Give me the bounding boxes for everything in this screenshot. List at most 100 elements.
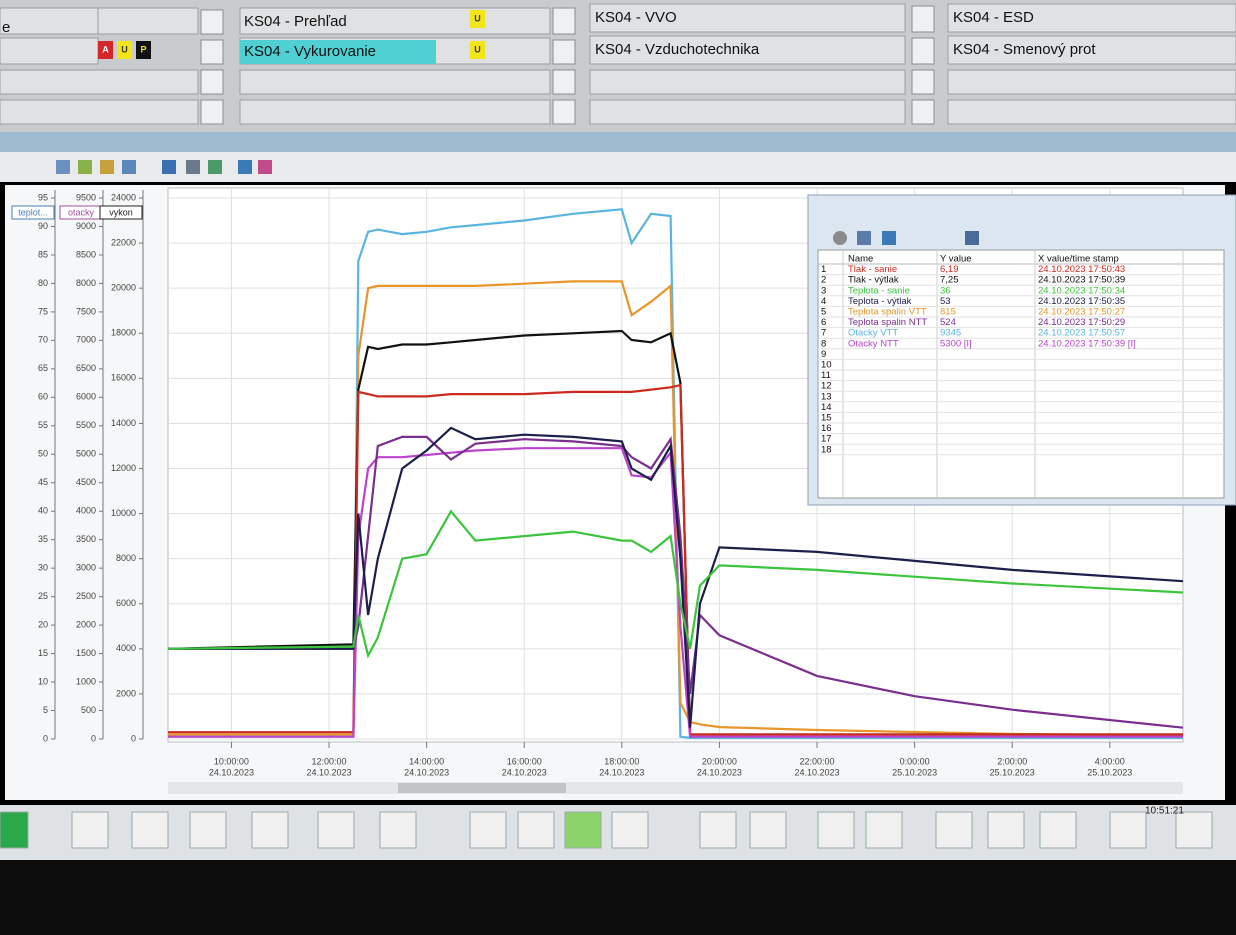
y-tick-label: 12000 — [111, 463, 136, 473]
y-tick-label: 6000 — [76, 392, 96, 402]
column-header: Name — [848, 254, 873, 265]
y-tick-label: 55 — [38, 420, 48, 430]
y-tick-label: 25 — [38, 591, 48, 601]
status-badge-label: U — [474, 13, 481, 23]
y-tick-label: 90 — [38, 221, 48, 231]
status-badge-label: P — [140, 44, 146, 54]
table-cell: 24.10.2023 17:50:43 — [1038, 264, 1125, 275]
y-tick-label: 8500 — [76, 249, 96, 259]
y-tick-label: 4500 — [76, 477, 96, 487]
table-cell: Otacky NTT — [848, 338, 899, 349]
y-tick-label: 80 — [38, 278, 48, 288]
table-cell: 2 — [821, 275, 826, 286]
table-cell: 18 — [821, 444, 832, 455]
monitor-bezel — [0, 860, 1236, 935]
y-tick-label: 95 — [38, 192, 48, 202]
table-cell: 36 — [940, 285, 951, 296]
y-tick-label: 16000 — [111, 373, 136, 383]
table-cell: 16 — [821, 423, 832, 434]
table-cell: Teplota spalin NTT — [848, 317, 927, 328]
y-tick-label: 30 — [38, 563, 48, 573]
x-tick-label: 20:00:00 — [702, 756, 737, 766]
y-tick-label: 10 — [38, 676, 48, 686]
y-tick-label: 45 — [38, 477, 48, 487]
table-cell: 53 — [940, 296, 951, 307]
table-cell: 7 — [821, 328, 826, 339]
x-tick-date: 24.10.2023 — [599, 767, 644, 777]
nav-button-label[interactable]: KS04 - ESD — [953, 9, 1034, 26]
table-cell: Otacky VTT — [848, 328, 898, 339]
y-tick-label: 14000 — [111, 418, 136, 428]
column-header: X value/time stamp — [1038, 254, 1119, 265]
column-header: Y value — [940, 254, 972, 265]
table-cell: 7,25 — [940, 275, 959, 286]
axis-label: otacky — [68, 207, 95, 217]
y-tick-label: 4000 — [76, 506, 96, 516]
y-tick-label: 0 — [131, 733, 136, 743]
table-cell: 15 — [821, 413, 832, 424]
x-tick-label: 4:00:00 — [1095, 756, 1125, 766]
y-tick-label: 6500 — [76, 363, 96, 373]
table-cell: 12 — [821, 381, 832, 392]
x-tick-label: 16:00:00 — [507, 756, 542, 766]
axis-label: vykon — [109, 207, 133, 217]
status-badge-label: U — [474, 44, 481, 54]
x-tick-label: 18:00:00 — [604, 756, 639, 766]
table-cell: 24.10.2023 17:50:27 — [1038, 307, 1125, 318]
nav-button-label[interactable]: KS04 - Smenový prot — [953, 41, 1096, 58]
nav-button-label[interactable]: e — [2, 19, 10, 36]
table-cell: 11 — [821, 370, 831, 381]
y-tick-label: 35 — [38, 534, 48, 544]
table-cell: 24.10.2023 17:50:35 — [1038, 296, 1125, 307]
x-tick-date: 25.10.2023 — [892, 767, 937, 777]
x-tick-label: 14:00:00 — [409, 756, 444, 766]
table-cell: 1 — [821, 264, 826, 275]
clock: 10:51:21 — [1145, 806, 1184, 817]
y-tick-label: 0 — [91, 733, 96, 743]
status-badge-label: A — [102, 44, 109, 54]
y-tick-label: 1500 — [76, 648, 96, 658]
x-tick-date: 24.10.2023 — [697, 767, 742, 777]
y-tick-label: 65 — [38, 363, 48, 373]
x-tick-date: 25.10.2023 — [990, 767, 1035, 777]
y-tick-label: 20 — [38, 619, 48, 629]
y-tick-label: 20000 — [111, 283, 136, 293]
y-tick-label: 70 — [38, 335, 48, 345]
toolbar-icons[interactable] — [56, 160, 272, 174]
nav-button-label[interactable]: KS04 - Vykurovanie — [244, 43, 376, 60]
y-tick-label: 2500 — [76, 591, 96, 601]
blue-stripe — [0, 132, 1236, 152]
nav-button-label[interactable]: KS04 - VVO — [595, 9, 677, 26]
table-cell: 5 — [821, 307, 826, 318]
x-tick-label: 10:00:00 — [214, 756, 249, 766]
table-cell: 6 — [821, 317, 826, 328]
scrollbar[interactable] — [168, 782, 1183, 794]
y-tick-label: 9500 — [76, 192, 96, 202]
table-cell: 24.10.2023 17:50:29 — [1038, 317, 1125, 328]
x-tick-label: 2:00:00 — [997, 756, 1027, 766]
table-cell: 24.10.2023 17:50:39 — [1038, 275, 1125, 286]
table-cell: 4 — [821, 296, 826, 307]
table-cell: 9 — [821, 349, 826, 360]
y-tick-label: 60 — [38, 392, 48, 402]
y-tick-label: 6000 — [116, 598, 136, 608]
nav-button-label[interactable]: KS04 - Prehľad — [244, 13, 347, 30]
table-cell: 10 — [821, 360, 832, 371]
table-cell: Teplota - sanie — [848, 285, 910, 296]
table-cell: 24.10.2023 17:50:34 — [1038, 285, 1125, 296]
y-tick-label: 500 — [81, 705, 96, 715]
nav-button-label[interactable]: KS04 - Vzduchotechnika — [595, 41, 760, 58]
x-tick-label: 0:00:00 — [900, 756, 930, 766]
y-tick-label: 85 — [38, 249, 48, 259]
table-cell: 3 — [821, 285, 826, 296]
table-cell: 8 — [821, 338, 826, 349]
table-cell: Teplota - výtlak — [848, 296, 912, 307]
table-cell: 13 — [821, 391, 832, 402]
chart-toolbar — [0, 152, 1236, 182]
scroll-thumb[interactable] — [398, 783, 566, 793]
y-tick-label: 8000 — [76, 278, 96, 288]
screen: 10:51:21 e KS04 - Prehľad KS04 - VVO KS04 -… — [0, 0, 1236, 935]
table-cell: 5300 [I] — [940, 338, 972, 349]
y-tick-label: 7500 — [76, 306, 96, 316]
x-tick-label: 12:00:00 — [312, 756, 347, 766]
